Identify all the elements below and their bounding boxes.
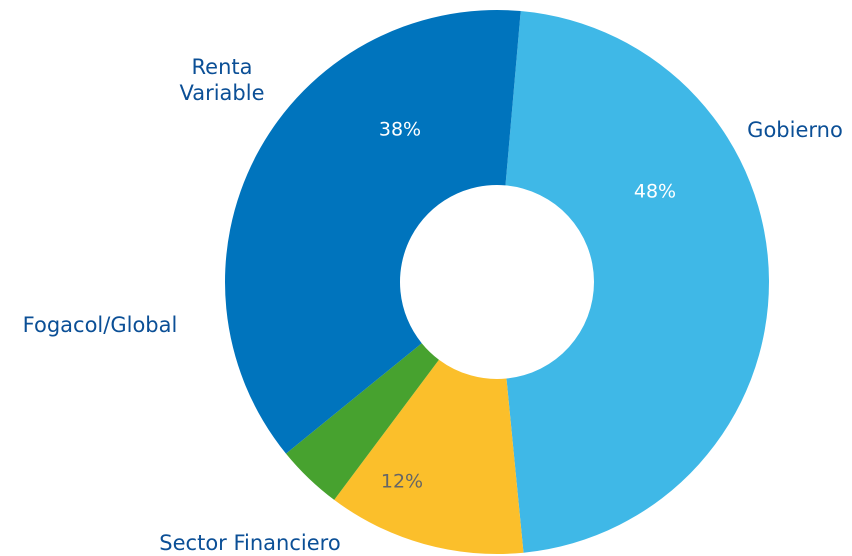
value-label: 12% (381, 471, 423, 493)
donut-slice (334, 359, 524, 554)
category-label: Fogacol/Global (22, 313, 178, 337)
donut-slice (285, 343, 439, 500)
category-label: Sector Financiero (159, 531, 341, 555)
value-label: 48% (634, 181, 676, 203)
value-label: 38% (379, 119, 421, 141)
donut-slice (505, 11, 769, 553)
donut-slice (224, 10, 521, 454)
category-label: Gobierno (747, 118, 843, 142)
category-label: Renta Variable (179, 55, 265, 105)
